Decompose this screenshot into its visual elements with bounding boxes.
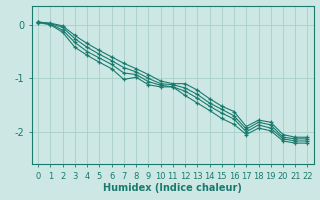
X-axis label: Humidex (Indice chaleur): Humidex (Indice chaleur): [103, 183, 242, 193]
